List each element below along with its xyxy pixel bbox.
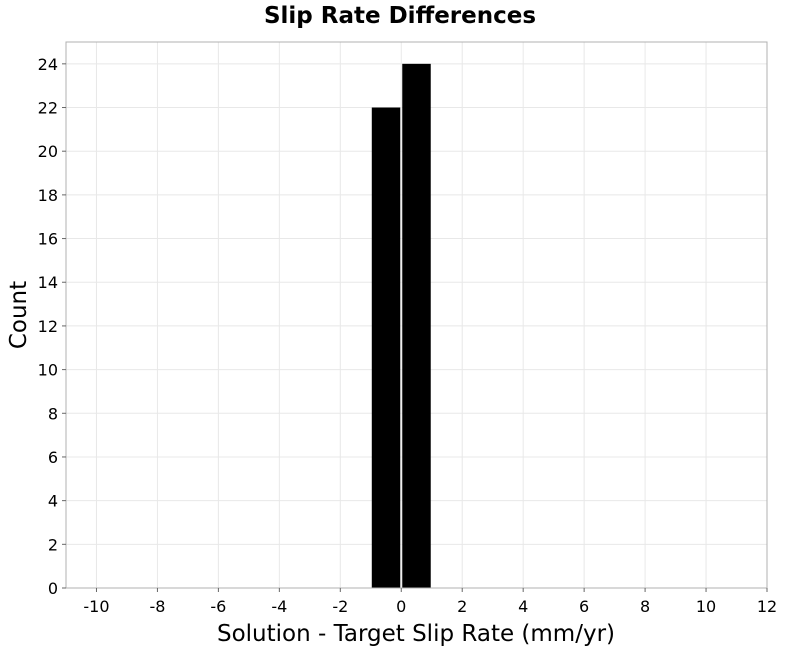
x-tick-label: 2 [457, 597, 467, 616]
histogram-bar [371, 107, 401, 589]
y-tick-label: 6 [48, 448, 58, 467]
x-tick-label: -10 [83, 597, 109, 616]
x-tick-label: -4 [271, 597, 287, 616]
y-tick-label: 10 [38, 361, 58, 380]
x-axis-ticks: -10 -8 -6 -4 -2 0 2 4 6 8 10 12 [83, 588, 777, 616]
y-tick-label: 22 [38, 99, 58, 118]
y-tick-label: 20 [38, 142, 58, 161]
x-tick-label: 4 [518, 597, 528, 616]
y-axis-label: Count [6, 281, 32, 349]
x-tick-label: 10 [696, 597, 716, 616]
plot-frame [65, 41, 768, 589]
x-axis-label: Solution - Target Slip Rate (mm/yr) [217, 621, 615, 647]
y-tick-label: 14 [38, 273, 58, 292]
x-tick-label: -2 [332, 597, 348, 616]
y-tick-label: 16 [38, 230, 58, 249]
y-tick-label: 18 [38, 186, 58, 205]
y-tick-label: 2 [48, 535, 58, 554]
x-tick-label: 12 [757, 597, 777, 616]
chart-title: Slip Rate Differences [264, 3, 536, 29]
y-tick-label: 0 [48, 579, 58, 598]
y-tick-label: 4 [48, 492, 58, 511]
x-tick-label: -6 [210, 597, 226, 616]
x-tick-label: 8 [640, 597, 650, 616]
y-tick-label: 24 [38, 55, 58, 74]
y-tick-label: 12 [38, 317, 58, 336]
x-tick-label: -8 [149, 597, 165, 616]
x-tick-label: 6 [579, 597, 589, 616]
y-tick-label: 8 [48, 404, 58, 423]
x-tick-label: 0 [396, 597, 406, 616]
histogram-bar [402, 63, 431, 588]
bars [371, 63, 431, 589]
